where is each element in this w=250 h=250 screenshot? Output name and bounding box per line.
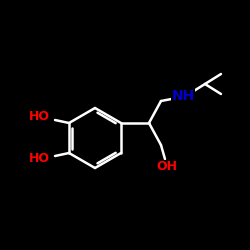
Text: HO: HO <box>29 152 50 166</box>
Text: OH: OH <box>156 160 178 173</box>
Text: HO: HO <box>29 110 50 124</box>
Text: NH: NH <box>171 89 194 103</box>
